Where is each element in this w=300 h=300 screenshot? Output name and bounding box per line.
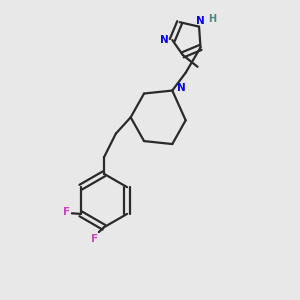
Text: F: F bbox=[63, 207, 70, 218]
Text: N: N bbox=[196, 16, 205, 26]
Text: F: F bbox=[91, 234, 98, 244]
Text: N: N bbox=[160, 35, 168, 45]
Text: N: N bbox=[177, 83, 186, 93]
Text: H: H bbox=[208, 14, 217, 24]
